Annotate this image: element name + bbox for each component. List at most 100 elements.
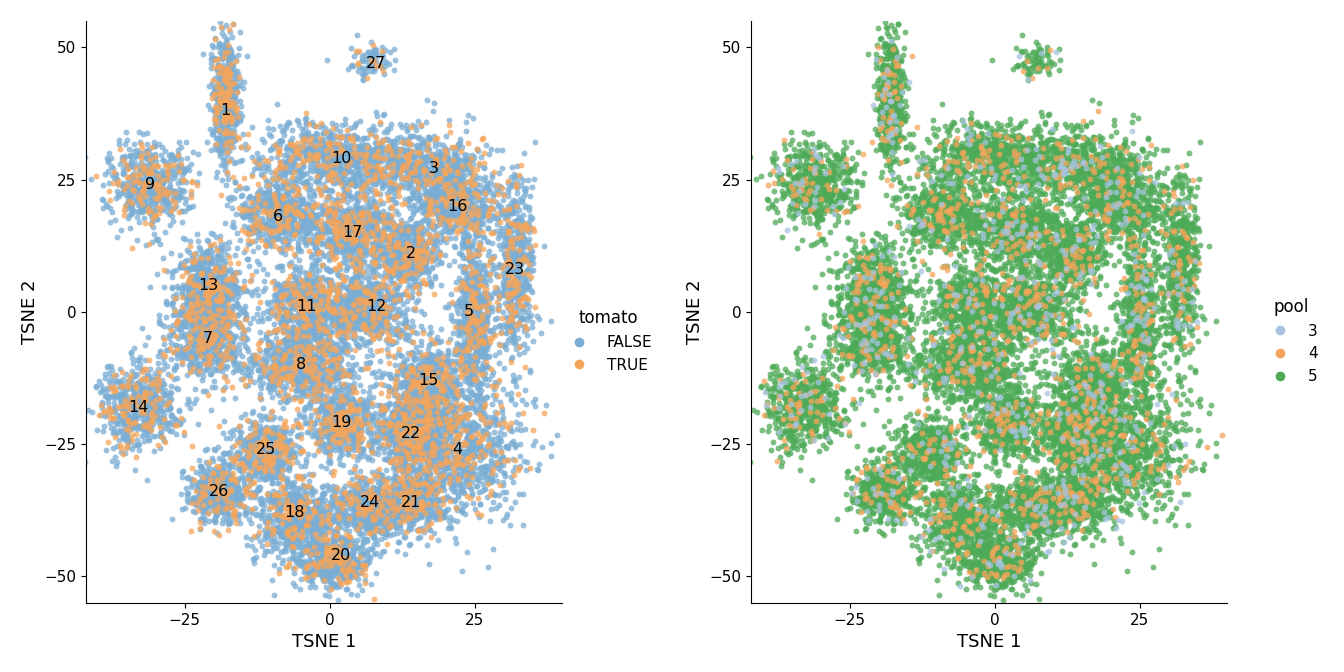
Point bbox=[198, 339, 219, 350]
Point bbox=[345, 497, 367, 507]
Point bbox=[292, 549, 313, 560]
Point bbox=[918, 218, 939, 229]
Point bbox=[343, 229, 364, 240]
Point bbox=[216, 489, 238, 499]
Point bbox=[491, 223, 512, 234]
Point bbox=[1094, 249, 1116, 259]
Point bbox=[984, 141, 1005, 152]
Point bbox=[262, 456, 284, 466]
Point bbox=[1073, 147, 1094, 158]
Point bbox=[508, 319, 530, 330]
Point bbox=[433, 370, 454, 380]
Point bbox=[935, 442, 957, 452]
Point bbox=[453, 307, 474, 318]
Point bbox=[867, 366, 888, 376]
Point bbox=[292, 295, 313, 306]
Point bbox=[98, 390, 120, 401]
Point bbox=[857, 495, 879, 505]
Point bbox=[333, 274, 355, 285]
Point bbox=[503, 331, 524, 341]
Point bbox=[328, 439, 349, 450]
Point bbox=[362, 301, 383, 312]
Point bbox=[1141, 204, 1163, 214]
Point bbox=[1043, 142, 1064, 153]
Point bbox=[849, 263, 871, 274]
Point bbox=[1090, 157, 1111, 167]
Point bbox=[512, 175, 534, 185]
Point bbox=[969, 140, 991, 151]
Point bbox=[212, 292, 234, 303]
Point bbox=[199, 487, 220, 498]
Text: 8: 8 bbox=[296, 358, 306, 372]
Point bbox=[173, 320, 195, 331]
Point bbox=[411, 510, 433, 521]
Point bbox=[961, 151, 982, 161]
Point bbox=[855, 336, 876, 347]
Point bbox=[266, 542, 288, 553]
Point bbox=[827, 195, 848, 206]
Point bbox=[1179, 321, 1200, 332]
Point bbox=[937, 204, 958, 214]
Point bbox=[253, 159, 274, 169]
Point bbox=[1091, 506, 1113, 517]
Point bbox=[902, 205, 923, 216]
Point bbox=[1017, 486, 1039, 497]
Point bbox=[957, 320, 978, 331]
Point bbox=[472, 348, 493, 359]
Point bbox=[956, 311, 977, 322]
Point bbox=[1042, 513, 1063, 523]
Point bbox=[439, 380, 461, 391]
Point bbox=[997, 533, 1019, 544]
Point bbox=[339, 291, 360, 302]
Point bbox=[254, 434, 276, 445]
Point bbox=[194, 345, 215, 356]
Point bbox=[1007, 320, 1028, 331]
Point bbox=[457, 341, 478, 351]
Point bbox=[874, 68, 895, 79]
Point bbox=[374, 45, 395, 56]
Point bbox=[1052, 317, 1074, 328]
Point bbox=[837, 321, 859, 331]
Point bbox=[996, 429, 1017, 440]
Point bbox=[1068, 423, 1090, 433]
Point bbox=[228, 321, 250, 332]
Point bbox=[1090, 228, 1111, 239]
Point bbox=[1068, 451, 1090, 462]
Point bbox=[409, 139, 430, 150]
Point bbox=[774, 393, 796, 404]
Point bbox=[918, 196, 939, 207]
Point bbox=[1001, 584, 1023, 595]
Point bbox=[986, 233, 1008, 244]
Point bbox=[278, 491, 300, 501]
Point bbox=[848, 290, 870, 301]
Point bbox=[1095, 177, 1117, 188]
Point bbox=[882, 78, 903, 89]
Point bbox=[818, 339, 840, 350]
Point bbox=[277, 390, 298, 401]
Point bbox=[1083, 204, 1105, 214]
Point bbox=[921, 530, 942, 541]
Point bbox=[314, 547, 336, 558]
Point bbox=[964, 355, 985, 366]
Point bbox=[1102, 407, 1124, 417]
Point bbox=[1124, 481, 1145, 492]
Point bbox=[806, 407, 828, 417]
Point bbox=[415, 484, 437, 495]
Point bbox=[1129, 187, 1150, 198]
Point bbox=[319, 282, 340, 293]
Point bbox=[1082, 363, 1103, 374]
Point bbox=[273, 130, 294, 140]
Point bbox=[939, 169, 961, 180]
Point bbox=[1073, 509, 1094, 519]
Point bbox=[810, 392, 832, 403]
Point bbox=[230, 304, 251, 314]
Point bbox=[997, 230, 1019, 241]
Point bbox=[337, 431, 359, 442]
Point bbox=[348, 306, 370, 317]
Point bbox=[1015, 143, 1036, 154]
Point bbox=[492, 403, 513, 414]
Point bbox=[125, 151, 146, 162]
Point bbox=[220, 125, 242, 136]
Point bbox=[425, 488, 446, 499]
Point bbox=[254, 155, 276, 165]
